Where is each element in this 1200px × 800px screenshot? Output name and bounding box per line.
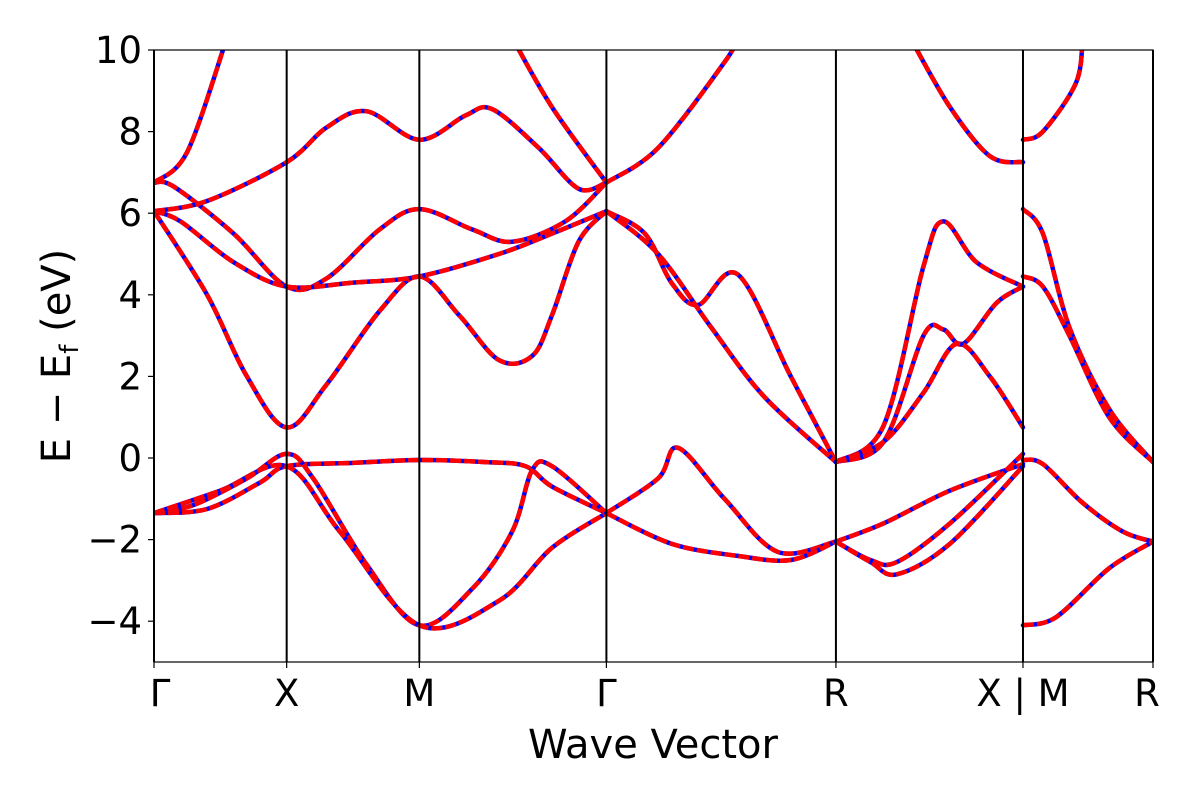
x-tick-label-1: Γ xyxy=(150,672,171,715)
y-axis-label-unit: (eV) xyxy=(34,249,80,345)
x-tick-label-5: R xyxy=(823,672,849,715)
band-22-dashed-line xyxy=(1022,457,1153,544)
x-tick-label-7: R xyxy=(1134,672,1160,715)
band-4-dashed-line xyxy=(605,445,837,556)
band-18-dashed-line xyxy=(835,461,1024,544)
y-tick-label-3: 0 xyxy=(118,437,142,480)
band-5-dashed-line xyxy=(605,511,837,564)
x-tick-label-4: Γ xyxy=(596,672,617,715)
band-10-dashed-line xyxy=(154,209,608,290)
y-axis-label: E − Ef (eV) xyxy=(34,249,85,464)
band-21-dashed-line xyxy=(914,50,1024,165)
y-axis-ticks: −4 −2 0 2 4 6 8 10 xyxy=(87,29,154,643)
y-tick-label-6: 6 xyxy=(118,192,142,235)
x-axis-ticks: Γ X M Γ R X | M R xyxy=(150,662,1160,715)
y-tick-label-8: 10 xyxy=(95,29,142,72)
x-tick-label-2: X xyxy=(274,672,299,715)
y-axis-label-subscript: f xyxy=(55,344,85,354)
y-tick-label-4: 2 xyxy=(118,355,142,398)
x-tick-label-6: X | M xyxy=(976,672,1069,715)
band-3-dashed-line xyxy=(154,462,608,631)
y-tick-label-2: −2 xyxy=(87,519,142,562)
plot-frame xyxy=(153,49,1154,663)
band-20-dashed-line xyxy=(834,464,1025,578)
band-16-dashed-line xyxy=(834,219,1025,465)
y-tick-label-1: −4 xyxy=(87,600,142,643)
band-1-dashed-line xyxy=(154,457,608,516)
band-13-dashed-line xyxy=(516,50,609,184)
band-9-dashed-line xyxy=(154,209,609,430)
plot-area xyxy=(154,50,1153,662)
band-11-dashed-line xyxy=(605,209,838,464)
band-6-dashed-line xyxy=(154,179,608,293)
y-tick-label-5: 4 xyxy=(118,274,142,317)
band-17-dashed-line xyxy=(835,341,1025,465)
band-23-dashed-line xyxy=(1022,539,1153,628)
band-lines xyxy=(154,50,1153,631)
y-tick-label-7: 8 xyxy=(118,111,142,154)
band-7-dashed-line xyxy=(154,104,608,214)
band-25-dashed-line xyxy=(1021,274,1153,464)
x-axis-label: Wave Vector xyxy=(528,722,779,768)
band-14-dashed-line xyxy=(605,50,736,185)
band-26-dashed-line xyxy=(1022,50,1085,142)
band-15-dashed-line xyxy=(835,284,1025,465)
band-8-dashed-line xyxy=(154,50,226,185)
y-axis-label-main: E − E xyxy=(34,354,80,464)
band-24-dashed-line xyxy=(1021,207,1153,464)
band-12-dashed-line xyxy=(604,209,838,464)
x-tick-label-3: M xyxy=(403,672,435,715)
